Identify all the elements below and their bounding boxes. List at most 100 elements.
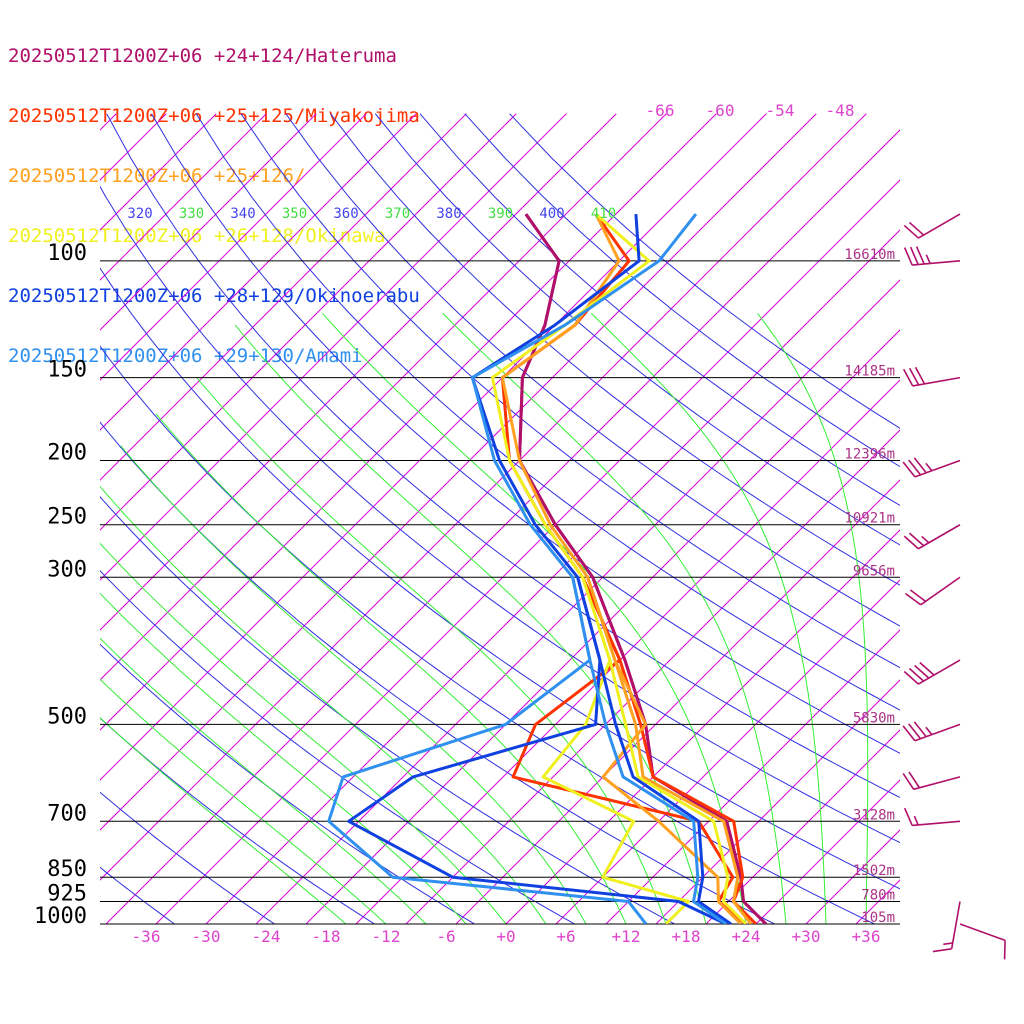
temperature-tick-label: +6 bbox=[556, 927, 575, 946]
temperature-tick-label: -12 bbox=[372, 927, 401, 946]
wind-barb-flag bbox=[914, 664, 930, 679]
dry-adiabat-line bbox=[464, 113, 900, 468]
height-label: 10921m bbox=[844, 511, 895, 527]
isotherm-line bbox=[100, 113, 617, 631]
temperature-tick-label: -36 bbox=[132, 927, 161, 946]
potential-temperature-label: 410 bbox=[591, 206, 616, 222]
temperature-tick-label: -6 bbox=[436, 927, 455, 946]
wind-barb-half-flag bbox=[925, 726, 933, 736]
wind-barb-flag bbox=[903, 535, 919, 550]
moist-adiabat-line bbox=[322, 313, 747, 924]
isotherm-line bbox=[100, 113, 667, 681]
isotherm-line bbox=[100, 113, 267, 281]
moist-adiabat-line bbox=[100, 637, 427, 924]
dry-adiabat-line bbox=[151, 113, 900, 754]
dry-adiabat-line bbox=[100, 643, 476, 924]
isotherm-line bbox=[755, 779, 900, 924]
isotherm-line bbox=[956, 114, 1024, 924]
pressure-label: 150 bbox=[47, 358, 87, 383]
wind-barb-staff bbox=[918, 659, 961, 685]
height-label: 14185m bbox=[844, 364, 895, 380]
pressure-label: 300 bbox=[47, 557, 87, 582]
wind-barb bbox=[904, 576, 961, 606]
wind-barb-flag bbox=[909, 589, 927, 602]
legend-item-okinoerabu: 20250512T1200Z+06 +28+129/Okinoerabu bbox=[8, 285, 420, 307]
isotherm-line bbox=[100, 113, 767, 781]
isotherm-top-label: -54 bbox=[766, 101, 795, 120]
height-label: 12396m bbox=[844, 446, 895, 462]
legend-item-unnamed-station: 20250512T1200Z+06 +25+126/ bbox=[8, 165, 306, 187]
legend-item-okinawa: 20250512T1200Z+06 +26+128/Okinawa bbox=[8, 225, 386, 247]
dewpoint-profile-line bbox=[347, 576, 727, 924]
dry-adiabat-line bbox=[285, 113, 900, 627]
pressure-label: 250 bbox=[47, 505, 87, 530]
wind-barb-staff bbox=[918, 213, 961, 239]
wind-barb bbox=[932, 901, 961, 953]
wind-barb-staff bbox=[914, 459, 961, 478]
isotherm-line bbox=[555, 579, 900, 924]
dry-adiabat-line bbox=[195, 113, 900, 711]
wind-barb-flag bbox=[903, 807, 913, 826]
dewpoint-profile-line bbox=[327, 576, 648, 924]
wind-barb-flag bbox=[902, 368, 914, 387]
wind-barb-flag bbox=[913, 457, 927, 474]
wind-barb-flag bbox=[902, 461, 916, 478]
potential-temperature-label: 320 bbox=[127, 206, 152, 222]
dry-adiabat-line bbox=[240, 113, 900, 669]
isotherm-line bbox=[100, 113, 717, 731]
temperature-tick-label: +18 bbox=[672, 927, 701, 946]
wind-barb-staff bbox=[912, 820, 961, 827]
temperature-profile-line bbox=[490, 212, 748, 924]
temperature-tick-label: -24 bbox=[252, 927, 281, 946]
wind-barb-flag bbox=[903, 670, 919, 685]
legend-item-miyakojima: 20250512T1200Z+06 +25+125/Miyakojima bbox=[8, 105, 420, 127]
isotherm-line bbox=[205, 229, 900, 924]
wind-barb-flag bbox=[908, 459, 922, 476]
moist-adiabat-line bbox=[757, 313, 869, 924]
dry-adiabat-line bbox=[330, 113, 900, 586]
height-label: 16610m bbox=[844, 247, 895, 263]
isotherm-line bbox=[100, 113, 317, 331]
pressure-label: 1000 bbox=[34, 904, 87, 929]
moist-adiabat-line bbox=[100, 678, 387, 924]
isotherm-line bbox=[100, 113, 417, 431]
wind-barb bbox=[902, 771, 961, 791]
pressure-label: 200 bbox=[47, 440, 87, 465]
wind-barb-flag bbox=[908, 667, 925, 682]
isotherm-line bbox=[100, 113, 567, 581]
pressure-label: 100 bbox=[47, 241, 87, 266]
moist-adiabat-line bbox=[234, 324, 707, 924]
pressure-label: 500 bbox=[47, 704, 87, 729]
moist-adiabat-line bbox=[442, 313, 787, 924]
temperature-tick-label: -30 bbox=[192, 927, 221, 946]
potential-temperature-label: 340 bbox=[230, 206, 255, 222]
wind-barb-staff bbox=[920, 576, 961, 606]
potential-temperature-label: 360 bbox=[333, 206, 358, 222]
temperature-tick-label: +0 bbox=[496, 927, 515, 946]
wind-barb-flag bbox=[908, 221, 925, 236]
dry-adiabat-line bbox=[106, 113, 900, 799]
height-label: 9656m bbox=[853, 563, 895, 579]
wind-barb bbox=[902, 457, 961, 478]
wind-barb-half-flag bbox=[925, 462, 933, 472]
wind-barb-staff bbox=[950, 901, 961, 949]
temperature-tick-label: +24 bbox=[732, 927, 761, 946]
isotherm-line bbox=[100, 113, 817, 831]
isotherm-line bbox=[155, 179, 900, 924]
dry-adiabat-line bbox=[100, 496, 676, 924]
moist-adiabat-line bbox=[155, 413, 627, 924]
wind-barb bbox=[902, 721, 961, 742]
wind-barb-staff bbox=[914, 723, 961, 742]
chart-legend: 20250512T1200Z+06 +24+124/Hateruma 20250… bbox=[8, 6, 420, 386]
dry-adiabat-line bbox=[100, 791, 276, 924]
pressure-label: 700 bbox=[47, 801, 87, 826]
isotherm-line bbox=[100, 113, 367, 381]
wind-barb-flag bbox=[908, 367, 920, 386]
wind-barb-flag bbox=[908, 771, 921, 789]
wind-barb bbox=[903, 807, 961, 827]
wind-barb-flag bbox=[908, 723, 922, 740]
wind-barb-staff bbox=[912, 376, 961, 387]
isotherm-line bbox=[455, 479, 900, 924]
wind-barb bbox=[902, 366, 961, 387]
